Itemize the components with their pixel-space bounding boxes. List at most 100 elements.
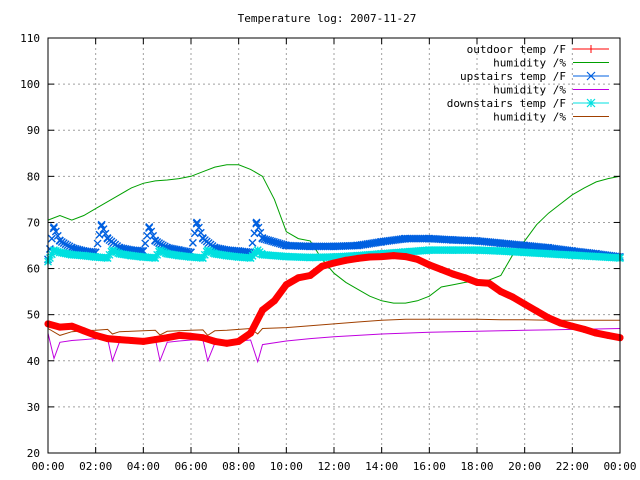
- series-5: [47, 318, 620, 337]
- legend-marker: [586, 71, 596, 81]
- data-point: [604, 331, 612, 339]
- data-point: [51, 246, 60, 255]
- data-point: [270, 297, 278, 305]
- legend-label: humidity /%: [493, 84, 566, 97]
- data-point: [223, 339, 231, 347]
- data-point: [175, 331, 183, 339]
- x-tick-label: 16:00: [413, 460, 446, 473]
- x-tick-label: 00:00: [31, 460, 64, 473]
- x-tick-label: 00:00: [603, 460, 636, 473]
- data-point: [521, 300, 529, 308]
- data-point: [256, 228, 265, 237]
- data-point: [92, 331, 100, 339]
- data-point: [247, 329, 255, 337]
- data-point: [580, 325, 588, 333]
- chart-ticks: 20 30 40 50 60 70 80 90 100 110 00:00 02:00 04:00 06:…: [20, 32, 636, 473]
- legend-label: downstairs temp /F: [447, 97, 566, 110]
- data-point: [378, 253, 386, 261]
- y-tick-label: 90: [27, 124, 40, 137]
- data-point: [56, 323, 64, 331]
- data-point: [390, 252, 398, 260]
- data-point: [95, 230, 104, 239]
- data-point: [211, 337, 219, 345]
- data-point: [116, 336, 123, 344]
- x-tick-label: 18:00: [460, 460, 493, 473]
- x-tick-label: 04:00: [127, 460, 160, 473]
- data-point: [199, 334, 207, 342]
- legend-label: humidity /%: [493, 111, 566, 124]
- series-0: [44, 252, 624, 347]
- data-point: [80, 327, 88, 335]
- data-point: [354, 254, 362, 262]
- data-point: [101, 229, 110, 238]
- data-point: [49, 223, 58, 232]
- x-tick-label: 10:00: [270, 460, 303, 473]
- data-point: [194, 223, 203, 232]
- data-point: [99, 225, 108, 234]
- y-tick-label: 110: [20, 32, 40, 45]
- data-point: [282, 281, 290, 289]
- data-point: [473, 278, 481, 286]
- data-point: [366, 253, 374, 261]
- y-tick-label: 50: [27, 309, 40, 322]
- data-point: [252, 218, 261, 227]
- x-tick-label: 06:00: [174, 460, 207, 473]
- x-tick-label: 02:00: [79, 460, 112, 473]
- data-point: [198, 253, 207, 262]
- data-point: [139, 337, 147, 345]
- data-point: [153, 250, 162, 259]
- y-tick-label: 30: [27, 401, 40, 414]
- data-point: [402, 253, 409, 261]
- data-point: [509, 293, 517, 301]
- y-tick-label: 20: [27, 447, 40, 460]
- data-point: [147, 227, 156, 236]
- data-point: [330, 259, 338, 267]
- data-point: [151, 336, 159, 344]
- series-1: [47, 164, 621, 304]
- y-tick-label: 40: [27, 355, 40, 368]
- data-point: [449, 270, 457, 278]
- data-point: [145, 223, 154, 232]
- legend-marker: [587, 45, 595, 53]
- data-point: [497, 288, 505, 296]
- data-point: [545, 314, 552, 322]
- data-point: [53, 231, 62, 240]
- data-point: [425, 261, 433, 269]
- data-point: [196, 228, 205, 237]
- x-tick-label: 20:00: [508, 460, 541, 473]
- data-point: [306, 271, 314, 279]
- data-point: [461, 274, 469, 282]
- data-point: [127, 336, 135, 344]
- x-tick-label: 22:00: [556, 460, 589, 473]
- data-point: [93, 239, 102, 248]
- data-point: [192, 218, 201, 227]
- legend-marker: [586, 98, 596, 108]
- data-point: [104, 335, 112, 343]
- chart-grid: [48, 38, 620, 453]
- data-point: [45, 253, 54, 262]
- data-point: [188, 238, 197, 247]
- data-point: [556, 319, 564, 327]
- data-point: [141, 239, 150, 248]
- legend-label: outdoor temp /F: [467, 43, 566, 56]
- data-point: [259, 306, 266, 314]
- x-tick-label: 12:00: [317, 460, 350, 473]
- legend-label: upstairs temp /F: [460, 70, 566, 83]
- data-point: [97, 220, 106, 229]
- data-point: [485, 279, 493, 287]
- data-point: [103, 253, 112, 262]
- data-point: [294, 274, 302, 282]
- data-point: [413, 255, 421, 263]
- data-point: [318, 262, 326, 270]
- data-point: [163, 334, 171, 342]
- data-point: [151, 253, 160, 262]
- chart-series: [44, 164, 624, 364]
- x-tick-label: 08:00: [222, 460, 255, 473]
- data-point: [149, 231, 158, 240]
- y-tick-label: 100: [20, 78, 40, 91]
- data-point: [47, 250, 56, 259]
- series-line: [47, 164, 621, 304]
- data-point: [533, 307, 541, 315]
